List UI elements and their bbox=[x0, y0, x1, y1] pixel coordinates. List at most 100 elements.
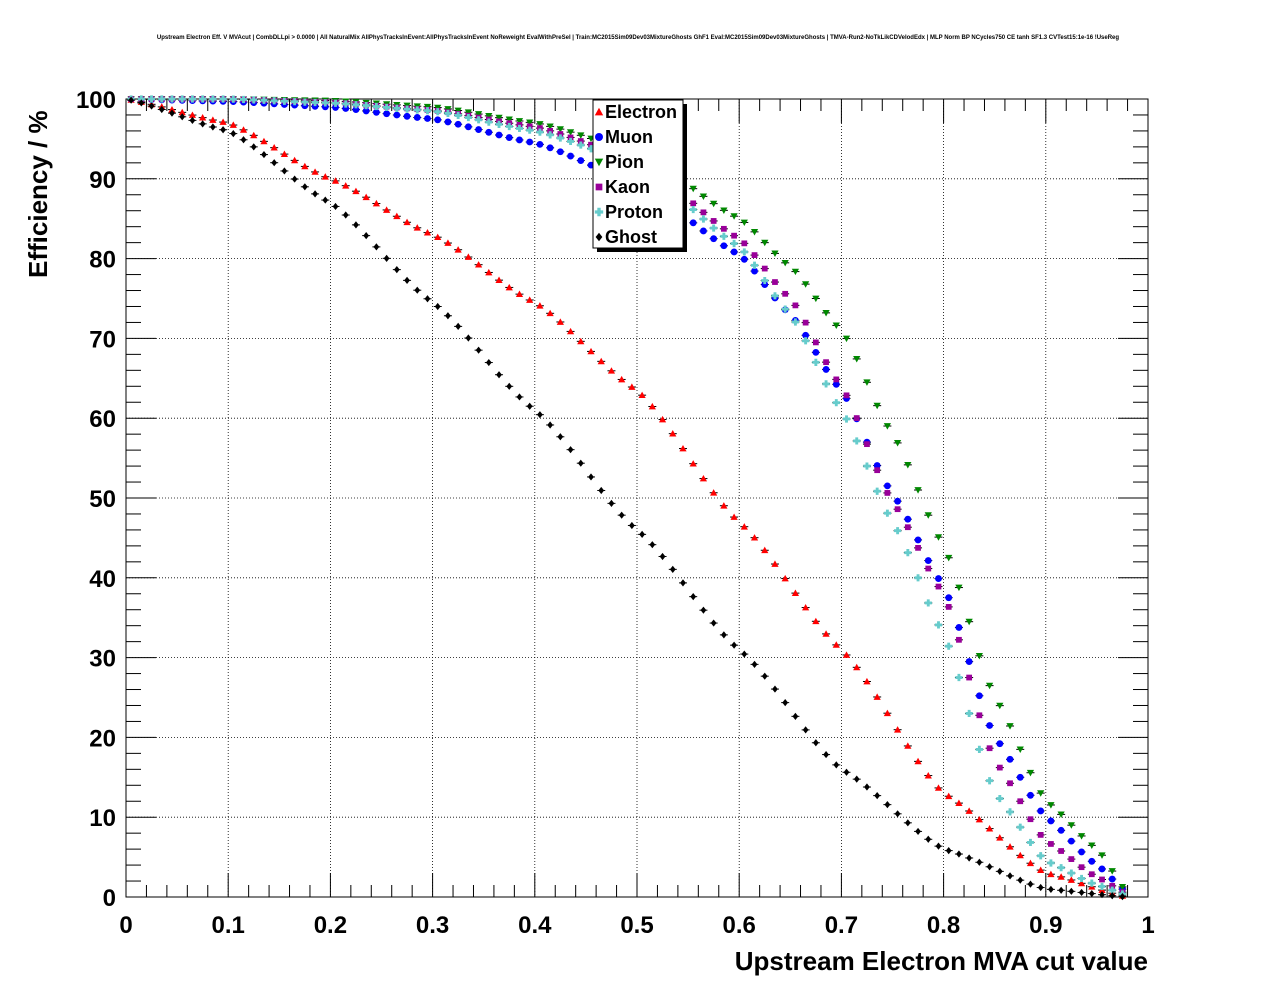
data-point bbox=[1057, 826, 1065, 834]
data-point bbox=[598, 486, 605, 495]
data-point bbox=[220, 126, 226, 134]
data-point bbox=[219, 95, 227, 103]
data-point bbox=[1026, 838, 1035, 847]
data-point bbox=[771, 560, 779, 567]
data-point bbox=[1109, 882, 1116, 889]
data-point bbox=[1057, 811, 1065, 818]
data-point bbox=[884, 801, 891, 809]
data-point bbox=[883, 709, 891, 717]
data-point bbox=[690, 593, 697, 601]
data-point bbox=[812, 295, 820, 303]
legend-label-kaon: Kaon bbox=[605, 177, 650, 197]
data-point bbox=[352, 187, 360, 195]
data-point bbox=[209, 95, 217, 103]
data-point bbox=[1037, 883, 1044, 892]
data-point bbox=[607, 367, 616, 374]
data-point bbox=[281, 167, 288, 175]
data-point bbox=[986, 863, 993, 871]
data-point bbox=[556, 126, 564, 133]
data-point bbox=[352, 106, 360, 114]
data-point bbox=[291, 98, 299, 106]
data-point bbox=[894, 726, 902, 733]
data-point bbox=[537, 411, 543, 419]
data-point bbox=[321, 99, 329, 107]
data-point bbox=[536, 302, 544, 309]
data-point bbox=[914, 536, 922, 544]
data-point bbox=[444, 106, 452, 113]
data-point bbox=[475, 126, 483, 133]
data-point bbox=[464, 253, 472, 260]
data-point bbox=[1007, 872, 1013, 880]
data-point bbox=[699, 193, 708, 200]
data-point bbox=[863, 462, 871, 470]
data-point bbox=[699, 474, 708, 482]
data-point bbox=[1109, 892, 1116, 900]
data-point bbox=[863, 379, 871, 386]
data-point bbox=[832, 399, 840, 407]
data-point bbox=[485, 128, 493, 136]
data-point bbox=[454, 246, 462, 253]
data-point bbox=[791, 589, 800, 596]
data-point bbox=[843, 768, 850, 776]
data-point bbox=[700, 606, 707, 614]
data-point bbox=[413, 106, 421, 114]
chart-title: Upstream Electron Eff. V MVAcut | CombDL… bbox=[156, 35, 1120, 41]
data-point bbox=[996, 867, 1003, 875]
data-point bbox=[1067, 822, 1075, 829]
data-point bbox=[781, 259, 789, 267]
data-point bbox=[740, 255, 748, 263]
data-point bbox=[740, 219, 748, 227]
data-point bbox=[393, 266, 400, 274]
data-point bbox=[883, 423, 891, 430]
data-point bbox=[188, 95, 197, 103]
data-point bbox=[996, 834, 1004, 841]
data-point bbox=[689, 205, 697, 214]
data-point bbox=[975, 815, 983, 823]
data-point bbox=[1016, 851, 1024, 859]
legend-marker-pion bbox=[594, 158, 604, 167]
data-point bbox=[505, 116, 513, 123]
data-point bbox=[444, 239, 452, 246]
data-point bbox=[526, 296, 534, 303]
data-point bbox=[199, 114, 207, 121]
data-point bbox=[945, 642, 953, 650]
data-point bbox=[556, 134, 564, 142]
data-point bbox=[1016, 773, 1024, 781]
data-point bbox=[996, 794, 1004, 803]
data-point bbox=[771, 250, 779, 258]
data-point bbox=[311, 98, 319, 107]
data-point bbox=[454, 107, 462, 115]
data-point bbox=[955, 584, 963, 592]
data-point bbox=[914, 757, 922, 765]
data-point bbox=[280, 150, 289, 157]
data-point bbox=[751, 660, 758, 668]
data-point bbox=[516, 136, 523, 144]
data-point bbox=[1027, 791, 1034, 799]
data-point bbox=[802, 603, 810, 611]
data-point bbox=[505, 283, 513, 291]
data-point bbox=[873, 462, 881, 469]
data-point bbox=[209, 123, 216, 131]
data-point bbox=[629, 521, 635, 530]
data-point bbox=[556, 318, 564, 325]
data-point bbox=[934, 534, 943, 541]
data-point bbox=[168, 95, 176, 103]
data-point bbox=[781, 305, 789, 313]
data-point bbox=[945, 847, 952, 855]
data-point bbox=[178, 108, 186, 116]
legend-label-muon: Muon bbox=[605, 127, 653, 147]
data-point bbox=[945, 594, 953, 602]
x-tick-label: 0.3 bbox=[416, 912, 449, 939]
data-point bbox=[383, 103, 391, 112]
data-point bbox=[772, 279, 778, 285]
data-point bbox=[1047, 870, 1055, 878]
data-point bbox=[864, 441, 870, 448]
data-point bbox=[996, 702, 1004, 710]
data-point bbox=[965, 807, 973, 814]
data-point bbox=[1047, 802, 1055, 809]
data-point bbox=[546, 123, 554, 130]
data-point bbox=[475, 346, 482, 354]
data-point bbox=[219, 118, 227, 125]
data-point bbox=[720, 631, 727, 639]
x-tick-label: 0 bbox=[119, 912, 132, 939]
